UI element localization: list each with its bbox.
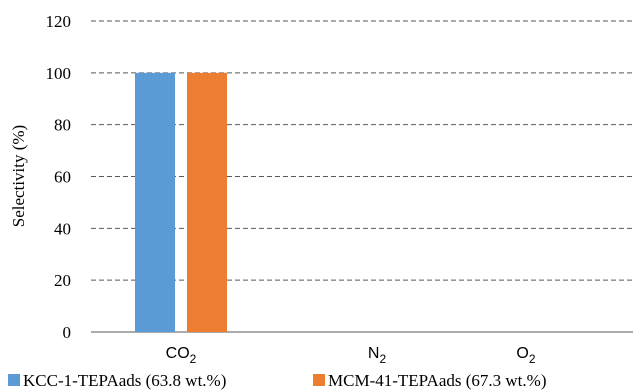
y-tick-label: 40 [54,219,71,238]
y-tick-label: 100 [46,64,72,83]
y-tick-label: 60 [54,168,71,187]
x-tick-label: N2 [368,345,387,366]
legend-label: KCC-1-TEPAads (63.8 wt.%) [23,371,226,390]
bars [135,72,227,332]
bar-co2-series-1 [135,72,175,332]
gridlines [91,20,633,333]
y-tick-labels: 0 20 40 60 80 100 120 [46,12,72,342]
y-tick-label: 80 [54,116,71,135]
y-axis-title: Selectivity (%) [9,125,28,227]
x-tick-label: O2 [516,345,535,366]
y-tick-label: 20 [54,271,71,290]
legend-swatch [313,374,325,386]
legend-swatch [8,374,20,386]
legend: KCC-1-TEPAads (63.8 wt.%) MCM-41-TEPAads … [8,371,546,390]
bar-co2-series-2 [187,72,227,332]
legend-label: MCM-41-TEPAads (67.3 wt.%) [328,371,546,390]
y-tick-label: 120 [46,12,72,31]
x-tick-label: CO2 [166,345,197,366]
x-category-labels: CO2 N2 O2 [166,345,536,366]
y-tick-label: 0 [63,323,72,342]
